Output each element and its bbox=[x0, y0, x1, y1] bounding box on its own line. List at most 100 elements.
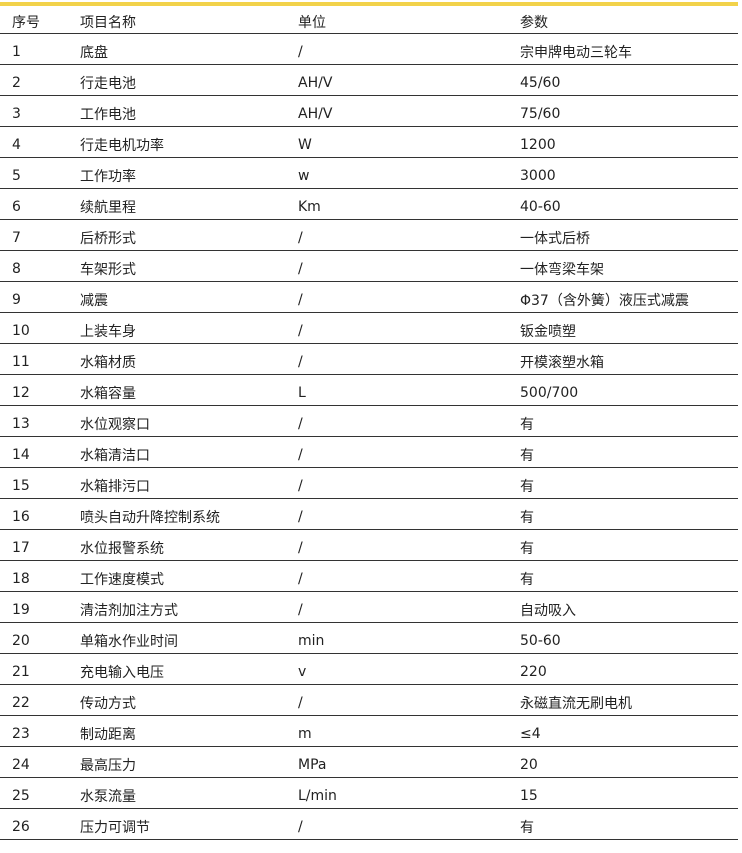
cell-index: 9 bbox=[12, 292, 21, 308]
cell-unit: / bbox=[298, 323, 303, 339]
cell-unit: MPa bbox=[298, 757, 327, 773]
cell-index: 15 bbox=[12, 478, 30, 494]
table-header: 序号 项目名称 单位 参数 bbox=[0, 6, 738, 34]
table-row: 9 减震 / Φ37（含外簧）液压式减震 bbox=[0, 282, 738, 313]
cell-param: 500/700 bbox=[520, 385, 579, 401]
table-row: 4 行走电机功率 W 1200 bbox=[0, 127, 738, 158]
table-row: 22 传动方式 / 永磁直流无刷电机 bbox=[0, 685, 738, 716]
cell-item: 减震 bbox=[80, 293, 108, 309]
cell-param: 宗申牌电动三轮车 bbox=[520, 45, 632, 61]
table-row: 2 行走电池 AH/V 45/60 bbox=[0, 65, 738, 96]
table-row: 13 水位观察口 / 有 bbox=[0, 406, 738, 437]
cell-unit: m bbox=[298, 726, 312, 742]
cell-param: 有 bbox=[520, 448, 534, 464]
cell-index: 10 bbox=[12, 323, 30, 339]
cell-param: 有 bbox=[520, 541, 534, 557]
cell-item: 传动方式 bbox=[80, 696, 136, 712]
cell-unit: / bbox=[298, 292, 303, 308]
cell-index: 22 bbox=[12, 695, 30, 711]
cell-param: 有 bbox=[520, 479, 534, 495]
cell-unit: / bbox=[298, 447, 303, 463]
cell-unit: / bbox=[298, 509, 303, 525]
table-row: 11 水箱材质 / 开模滚塑水箱 bbox=[0, 344, 738, 375]
table-row: 7 后桥形式 / 一体式后桥 bbox=[0, 220, 738, 251]
cell-unit: / bbox=[298, 819, 303, 835]
cell-unit: / bbox=[298, 261, 303, 277]
cell-param: Φ37（含外簧）液压式减震 bbox=[520, 293, 689, 309]
cell-item: 上装车身 bbox=[80, 324, 136, 340]
table-row: 12 水箱容量 L 500/700 bbox=[0, 375, 738, 406]
cell-param: 1200 bbox=[520, 137, 556, 153]
cell-unit: / bbox=[298, 478, 303, 494]
cell-index: 6 bbox=[12, 199, 21, 215]
cell-index: 11 bbox=[12, 354, 30, 370]
cell-param: 75/60 bbox=[520, 106, 561, 122]
table-row: 10 上装车身 / 钣金喷塑 bbox=[0, 313, 738, 344]
top-accent-bar bbox=[0, 2, 738, 6]
cell-param: 一体弯梁车架 bbox=[520, 262, 604, 278]
cell-item: 水箱容量 bbox=[80, 386, 136, 402]
table-row: 1 底盘 / 宗申牌电动三轮车 bbox=[0, 34, 738, 65]
table-body: 1 底盘 / 宗申牌电动三轮车 2 行走电池 AH/V 45/60 3 工作电池 AH/V 75/60… bbox=[0, 34, 738, 840]
table-row: 26 压力可调节 / 有 bbox=[0, 809, 738, 840]
cell-index: 23 bbox=[12, 726, 30, 742]
header-item: 项目名称 bbox=[80, 15, 136, 31]
cell-index: 13 bbox=[12, 416, 30, 432]
cell-index: 18 bbox=[12, 571, 30, 587]
table-row: 21 充电输入电压 v 220 bbox=[0, 654, 738, 685]
cell-param: 20 bbox=[520, 757, 538, 773]
cell-index: 3 bbox=[12, 106, 21, 122]
cell-item: 水泵流量 bbox=[80, 789, 136, 805]
cell-item: 水箱排污口 bbox=[80, 479, 150, 495]
cell-item: 行走电池 bbox=[80, 76, 136, 92]
cell-unit: AH/V bbox=[298, 75, 333, 91]
cell-unit: / bbox=[298, 354, 303, 370]
cell-param: 50-60 bbox=[520, 633, 561, 649]
cell-item: 工作电池 bbox=[80, 107, 136, 123]
cell-index: 20 bbox=[12, 633, 30, 649]
table-row: 3 工作电池 AH/V 75/60 bbox=[0, 96, 738, 127]
cell-unit: / bbox=[298, 44, 303, 60]
header-param: 参数 bbox=[520, 15, 548, 31]
cell-index: 14 bbox=[12, 447, 30, 463]
cell-param: 40-60 bbox=[520, 199, 561, 215]
cell-param: 有 bbox=[520, 417, 534, 433]
cell-index: 16 bbox=[12, 509, 30, 525]
table-row: 23 制动距离 m ≤4 bbox=[0, 716, 738, 747]
table-row: 24 最高压力 MPa 20 bbox=[0, 747, 738, 778]
cell-unit: AH/V bbox=[298, 106, 333, 122]
cell-item: 水位报警系统 bbox=[80, 541, 164, 557]
cell-unit: / bbox=[298, 416, 303, 432]
cell-unit: / bbox=[298, 571, 303, 587]
table-row: 15 水箱排污口 / 有 bbox=[0, 468, 738, 499]
cell-item: 工作功率 bbox=[80, 169, 136, 185]
cell-param: 有 bbox=[520, 510, 534, 526]
cell-index: 8 bbox=[12, 261, 21, 277]
cell-item: 行走电机功率 bbox=[80, 138, 164, 154]
cell-unit: w bbox=[298, 168, 310, 184]
cell-unit: / bbox=[298, 602, 303, 618]
cell-index: 12 bbox=[12, 385, 30, 401]
table-row: 20 单箱水作业时间 min 50-60 bbox=[0, 623, 738, 654]
cell-index: 26 bbox=[12, 819, 30, 835]
cell-unit: / bbox=[298, 695, 303, 711]
table-row: 14 水箱清洁口 / 有 bbox=[0, 437, 738, 468]
cell-param: ≤4 bbox=[520, 726, 541, 742]
cell-item: 清洁剂加注方式 bbox=[80, 603, 178, 619]
cell-index: 1 bbox=[12, 44, 21, 60]
table-row: 19 清洁剂加注方式 / 自动吸入 bbox=[0, 592, 738, 623]
cell-item: 底盘 bbox=[80, 45, 108, 61]
table-row: 16 喷头自动升降控制系统 / 有 bbox=[0, 499, 738, 530]
cell-unit: min bbox=[298, 633, 325, 649]
cell-index: 5 bbox=[12, 168, 21, 184]
cell-item: 续航里程 bbox=[80, 200, 136, 216]
cell-item: 喷头自动升降控制系统 bbox=[80, 510, 220, 526]
cell-param: 3000 bbox=[520, 168, 556, 184]
cell-item: 后桥形式 bbox=[80, 231, 136, 247]
cell-index: 19 bbox=[12, 602, 30, 618]
cell-item: 水箱材质 bbox=[80, 355, 136, 371]
cell-index: 2 bbox=[12, 75, 21, 91]
table-row: 6 续航里程 Km 40-60 bbox=[0, 189, 738, 220]
cell-unit: / bbox=[298, 540, 303, 556]
cell-item: 工作速度模式 bbox=[80, 572, 164, 588]
